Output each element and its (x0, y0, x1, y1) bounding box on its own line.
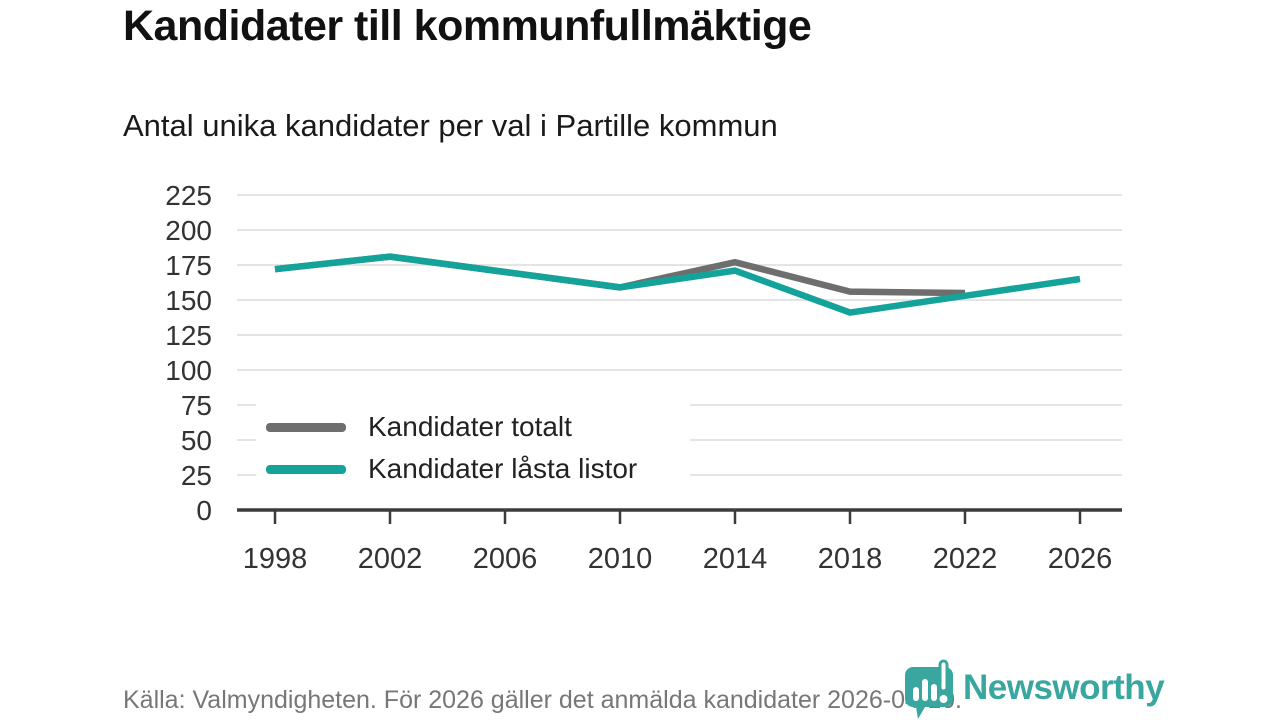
legend-label-lasta-listor: Kandidater låsta listor (368, 453, 638, 484)
legend-label-totalt: Kandidater totalt (368, 411, 572, 442)
legend-swatch-totalt (266, 422, 346, 432)
y-axis-label: 200 (165, 215, 212, 246)
x-axis-label: 2018 (818, 543, 883, 575)
y-axis-label: 175 (165, 250, 212, 281)
x-axis-label: 2022 (933, 543, 998, 575)
y-axis-label: 25 (181, 460, 212, 491)
y-axis-label: 125 (165, 320, 212, 351)
page-title: Kandidater till kommunfullmäktige (123, 2, 812, 50)
legend-item-lasta-listor: Kandidater låsta listor (266, 453, 690, 485)
y-axis-label: 50 (181, 425, 212, 456)
newsworthy-logo: Newsworthy (901, 659, 1171, 720)
x-axis-label: 2010 (588, 543, 653, 575)
newsworthy-logo-text: Newsworthy (963, 668, 1165, 707)
x-axis-label: 2014 (703, 543, 768, 575)
series-line-lasta-listor (274, 253, 1081, 316)
page-subtitle: Antal unika kandidater per val i Partill… (123, 108, 778, 143)
x-axis-label: 1998 (243, 543, 308, 575)
x-axis-label: 2006 (473, 543, 538, 575)
y-axis-label: 150 (165, 285, 212, 316)
legend-item-totalt: Kandidater totalt (266, 411, 690, 443)
y-axis-label: 0 (196, 495, 212, 526)
x-axis-label: 2002 (358, 543, 423, 575)
chart-legend: Kandidater totalt Kandidater låsta listo… (256, 397, 690, 499)
newsworthy-logo-icon (905, 659, 953, 719)
legend-swatch-lasta-listor (266, 464, 346, 474)
x-axis-label: 2026 (1048, 543, 1113, 575)
y-axis-label: 225 (165, 180, 212, 211)
y-axis-label: 75 (181, 390, 212, 421)
source-note: Källa: Valmyndigheten. För 2026 gäller d… (123, 686, 962, 714)
y-axis-label: 100 (165, 355, 212, 386)
